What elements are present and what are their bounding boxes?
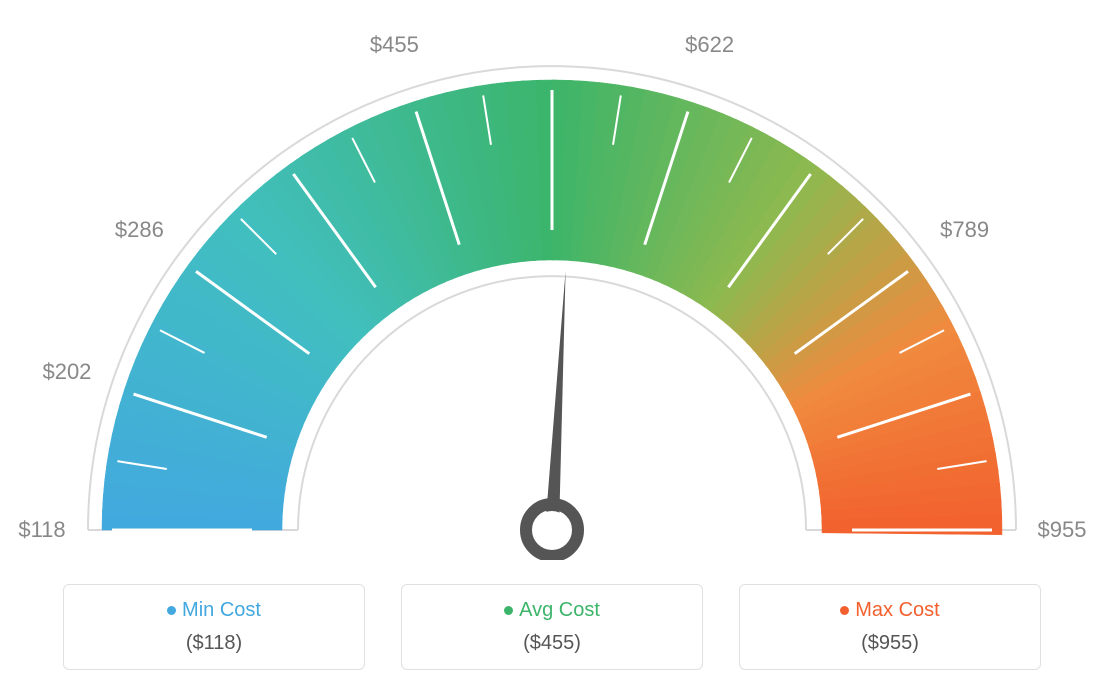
gauge-tick-label: $789 [940,217,989,243]
dot-icon [167,606,176,615]
dot-icon [504,606,513,615]
gauge-tick-label: $955 [1038,517,1087,543]
legend-label: Max Cost [855,599,939,622]
legend-value-max: ($955) [740,632,1040,655]
gauge: $118 $202 $286 $455 $622 $789 $955 [0,0,1104,560]
legend-title-min: Min Cost [167,599,261,622]
chart-container: $118 $202 $286 $455 $622 $789 $955 Min Cost ($… [0,0,1104,690]
gauge-tick-label: $622 [685,32,734,58]
gauge-tick-label: $202 [42,359,91,385]
gauge-tick-label: $455 [370,32,419,58]
legend-value-avg: ($455) [402,632,702,655]
legend-card-max: Max Cost ($955) [739,584,1041,670]
legend-card-min: Min Cost ($118) [63,584,365,670]
legend-title-max: Max Cost [840,599,939,622]
legend-label: Min Cost [182,599,261,622]
dot-icon [840,606,849,615]
legend-row: Min Cost ($118) Avg Cost ($455) Max Cost… [0,584,1104,670]
gauge-tick-label: $286 [115,217,164,243]
legend-card-avg: Avg Cost ($455) [401,584,703,670]
legend-value-min: ($118) [64,632,364,655]
legend-label: Avg Cost [519,599,600,622]
gauge-tick-label: $118 [18,517,65,543]
legend-title-avg: Avg Cost [504,599,600,622]
